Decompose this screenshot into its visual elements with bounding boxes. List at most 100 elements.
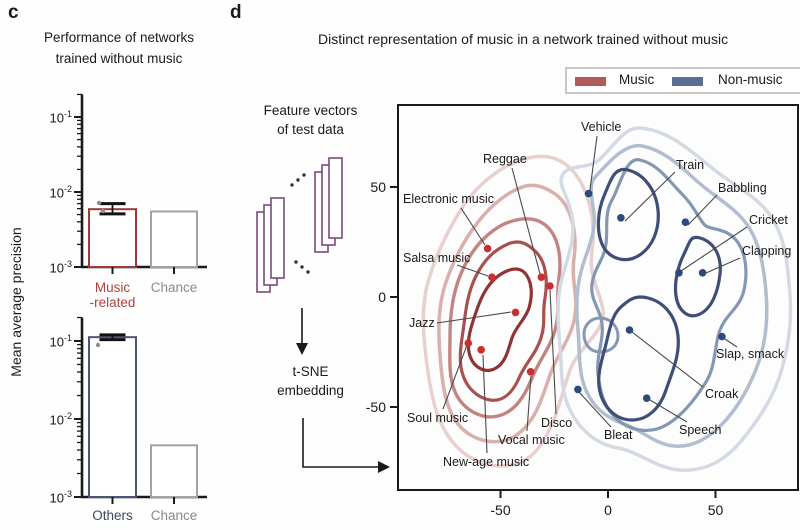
tsne-label-speech: Speech (679, 423, 722, 437)
tsne-point-babbling (681, 218, 690, 226)
tsne-point-train (617, 214, 625, 222)
tsne-label-salsa-music: Salsa music (403, 251, 471, 265)
y-tick-label: 10-3 (49, 259, 72, 276)
panel-d-letter: d (230, 2, 242, 23)
legend: Music Non-music (565, 67, 800, 94)
y-tick-label: 10-1 (49, 109, 72, 126)
replicate-dot (96, 200, 102, 206)
label-connector (624, 171, 676, 222)
nonmusic-density-contours (556, 126, 793, 472)
tsne-label-vehicle: Vehicle (581, 120, 622, 134)
label-connector (436, 311, 512, 324)
replicate-dot (95, 342, 101, 348)
label-connector (511, 167, 541, 275)
tsne-point-cricket (675, 269, 683, 277)
tsne-label-babbling: Babbling (718, 181, 767, 195)
x-tick-label: 50 (707, 502, 724, 518)
tsne-point-vocal-music (526, 368, 535, 376)
music-legend-swatch (575, 77, 606, 86)
bar-1 (150, 444, 198, 499)
tsne-point-jazz (511, 308, 520, 317)
replicate-dot (100, 208, 106, 214)
tsne-point-salsa-music (488, 273, 496, 282)
panel-d-title: Distinct representation of music in a ne… (318, 31, 729, 47)
label-connector (705, 257, 741, 274)
label-connector (456, 264, 489, 277)
down-arrow (296, 308, 308, 355)
nonmusic-legend-label: Non-music (718, 72, 783, 87)
label-connector (482, 354, 488, 454)
bar-1 (150, 210, 198, 268)
tsne-point-bleat (574, 385, 582, 394)
feature-vectors-caption-line1: Feature vectors (263, 103, 358, 118)
label-connector (460, 207, 486, 246)
music-legend-label: Music (619, 72, 655, 87)
y-tick-label: 10-3 (49, 489, 72, 506)
tsne-point-croak (625, 326, 634, 334)
label-connector (442, 344, 468, 410)
tsne-point-disco (546, 282, 554, 290)
panel-c-title-line2: trained without music (55, 51, 183, 66)
category-label: Music (94, 280, 131, 295)
tsne-plot-frame (397, 104, 799, 491)
tsne-label-jazz: Jazz (409, 316, 435, 330)
label-connector (724, 338, 738, 348)
tsne-label-new-age-music: New-age music (443, 455, 530, 469)
tsne-label-slap-smack: Slap, smack (716, 347, 785, 361)
bar-0 (88, 336, 137, 498)
tsne-point-clapping (698, 269, 707, 277)
label-connector (589, 135, 598, 191)
y-tick-label: -50 (365, 399, 386, 415)
tsne-step-caption-line1: t-SNE (292, 364, 329, 379)
y-tick-label: 50 (370, 179, 386, 195)
label-connector (549, 289, 557, 415)
tsne-point-vehicle (584, 189, 593, 198)
category-label: Chance (150, 508, 198, 523)
panel-c-title-line1: Performance of networks (43, 30, 195, 45)
bar-charts-layer (74, 93, 207, 504)
tsne-label-vocal-music: Vocal music (498, 433, 565, 447)
tsne-label-electronic-music: Electronic music (403, 192, 494, 206)
panel-c-letter: c (8, 2, 19, 23)
tsne-point-electronic-music (483, 244, 492, 253)
y-tick-label: 0 (378, 289, 386, 305)
category-label: Others (92, 508, 133, 523)
feature-vector-stack (256, 157, 343, 293)
tsne-label-soul-music: Soul music (407, 411, 469, 425)
tsne-label-disco: Disco (541, 416, 573, 430)
x-tick-label: 0 (604, 502, 612, 518)
y-tick-label: 10-2 (49, 411, 72, 428)
feature-vectors-caption: Feature vectors of test data (238, 101, 383, 139)
label-connector (680, 226, 748, 272)
bar-0 (88, 208, 137, 268)
label-connector (526, 375, 532, 432)
label-connector (649, 399, 688, 423)
panel-c-y-axis-label: Mean average precision (8, 227, 24, 377)
tsne-label-croak: Croak (705, 387, 739, 401)
ellipsis-dots (290, 173, 310, 274)
bent-arrow (302, 418, 390, 473)
label-connector (631, 331, 704, 388)
label-connector (687, 194, 718, 226)
feature-vectors-caption-line2: of test data (277, 122, 344, 137)
tsne-label-bleat: Bleat (604, 428, 633, 442)
tsne-label-cricket: Cricket (749, 213, 788, 227)
panel-c-title: Performance of networks trained without … (14, 27, 224, 69)
x-tick-label: -50 (490, 502, 511, 518)
category-label: Chance (150, 280, 198, 295)
tsne-label-clapping: Clapping (742, 244, 792, 258)
tsne-step-caption: t-SNE embedding (238, 362, 383, 400)
tsne-label-reggae: Reggae (483, 152, 527, 166)
nonmusic-legend-swatch (672, 77, 703, 86)
tsne-point-slap-smack (718, 332, 726, 341)
tsne-point-reggae (537, 273, 546, 282)
tsne-label-train: Train (676, 158, 705, 172)
tsne-point-new-age-music (477, 346, 485, 354)
tsne-point-soul-music (464, 339, 473, 348)
tsne-point-speech (642, 394, 651, 403)
category-label: -related (89, 295, 136, 310)
y-tick-label: 10-1 (49, 333, 72, 350)
tsne-step-caption-line2: embedding (277, 383, 344, 398)
